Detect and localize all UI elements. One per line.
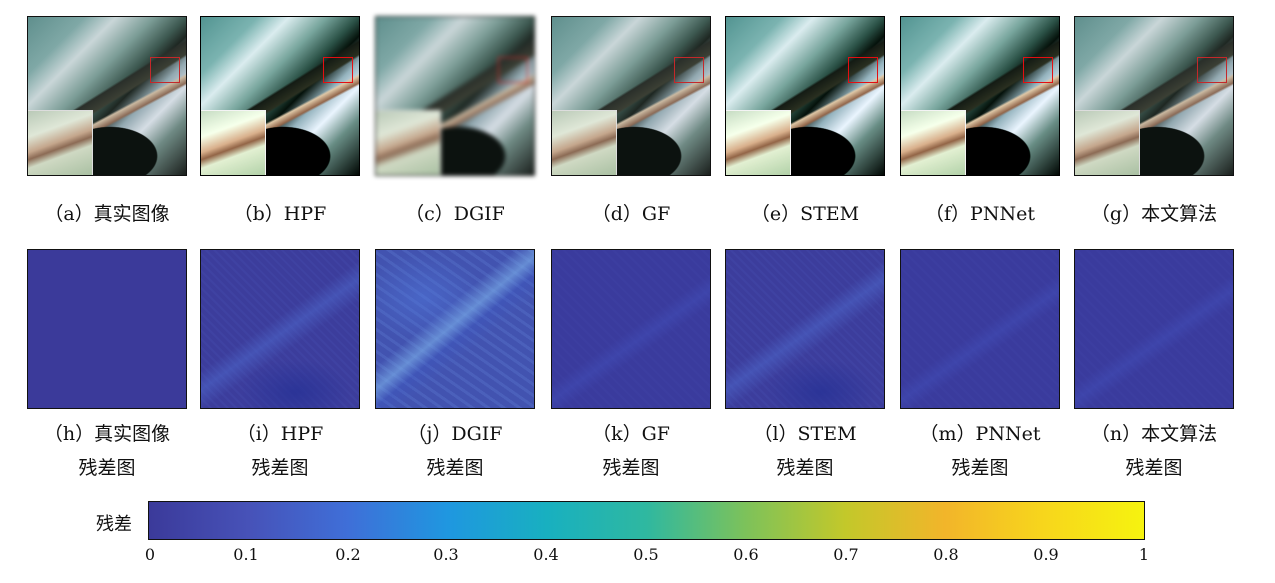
caption-a: （a）真实图像 [44,203,170,225]
colorbar-tick: 0.2 [335,545,361,564]
colorbar-tick: 0.7 [833,545,859,564]
caption-j-suffix: 残差图 [426,457,484,479]
residual-real [27,249,187,409]
caption-c: （c）DGIF [405,203,505,225]
caption-i-suffix: 残差图 [251,457,309,479]
colorbar-tick: 0.5 [633,545,659,564]
image-proposed [1074,16,1234,176]
residual-gf [551,249,711,409]
zoom-inset [201,110,266,175]
caption-j: （j）DGIF 残差图 [365,422,545,480]
caption-h-title: （h）真实图像 [43,423,171,445]
caption-l-suffix: 残差图 [776,457,834,479]
caption-d: （d）GF [591,203,671,225]
caption-k-suffix: 残差图 [602,457,660,479]
caption-m-suffix: 残差图 [951,457,1009,479]
colorbar-tick: 0.1 [233,545,259,564]
colorbar-tick: 0.8 [933,545,959,564]
image-dgif [375,16,535,176]
image-real [27,16,187,176]
residual-proposed [1074,249,1234,409]
caption-m: （m）PNNet 残差图 [890,422,1070,480]
caption-i-title: （i）HPF [236,423,324,445]
residual-hpf [200,249,360,409]
zoom-inset [552,110,617,175]
zoom-region-box [1023,57,1053,83]
residual-pnnet [900,249,1060,409]
zoom-region-box [1197,57,1227,83]
caption-n: （n）本文算法 残差图 [1064,422,1244,480]
colorbar-tick: 0.9 [1033,545,1059,564]
zoom-inset [1075,110,1140,175]
zoom-region-box [674,57,704,83]
zoom-inset [28,110,93,175]
image-pnnet [900,16,1060,176]
caption-i: （i）HPF 残差图 [190,422,370,480]
zoom-region-box [848,57,878,83]
caption-k-title: （k）GF [592,423,670,445]
caption-j-title: （j）DGIF [407,423,503,445]
caption-n-title: （n）本文算法 [1090,423,1218,445]
colorbar-tick: 0.6 [733,545,759,564]
image-stem [725,16,885,176]
zoom-region-box [498,57,528,83]
caption-l: （l）STEM 残差图 [715,422,895,480]
residual-dgif [375,249,535,409]
caption-l-title: （l）STEM [753,423,857,445]
zoom-inset [726,110,791,175]
colorbar-tick: 0.3 [433,545,459,564]
caption-m-title: （m）PNNet [919,423,1041,445]
caption-b: （b）HPF [233,203,327,225]
zoom-region-box [323,57,353,83]
caption-e: （e）STEM [750,203,860,225]
caption-f: （f）PNNet [925,203,1035,225]
colorbar-tick: 0 [144,545,156,564]
zoom-inset [376,110,441,175]
image-gf [551,16,711,176]
zoom-inset [901,110,966,175]
caption-h-suffix: 残差图 [78,457,136,479]
caption-g: （g）本文算法 [1090,203,1218,225]
caption-n-suffix: 残差图 [1125,457,1183,479]
colorbar-title: 残差 [96,514,132,535]
caption-h: （h）真实图像 残差图 [17,422,197,480]
colorbar-tick: 1 [1138,545,1150,564]
image-hpf [200,16,360,176]
colorbar-tick: 0.4 [533,545,559,564]
residual-stem [725,249,885,409]
zoom-region-box [150,57,180,83]
caption-k: （k）GF 残差图 [541,422,721,480]
colorbar [148,501,1145,540]
